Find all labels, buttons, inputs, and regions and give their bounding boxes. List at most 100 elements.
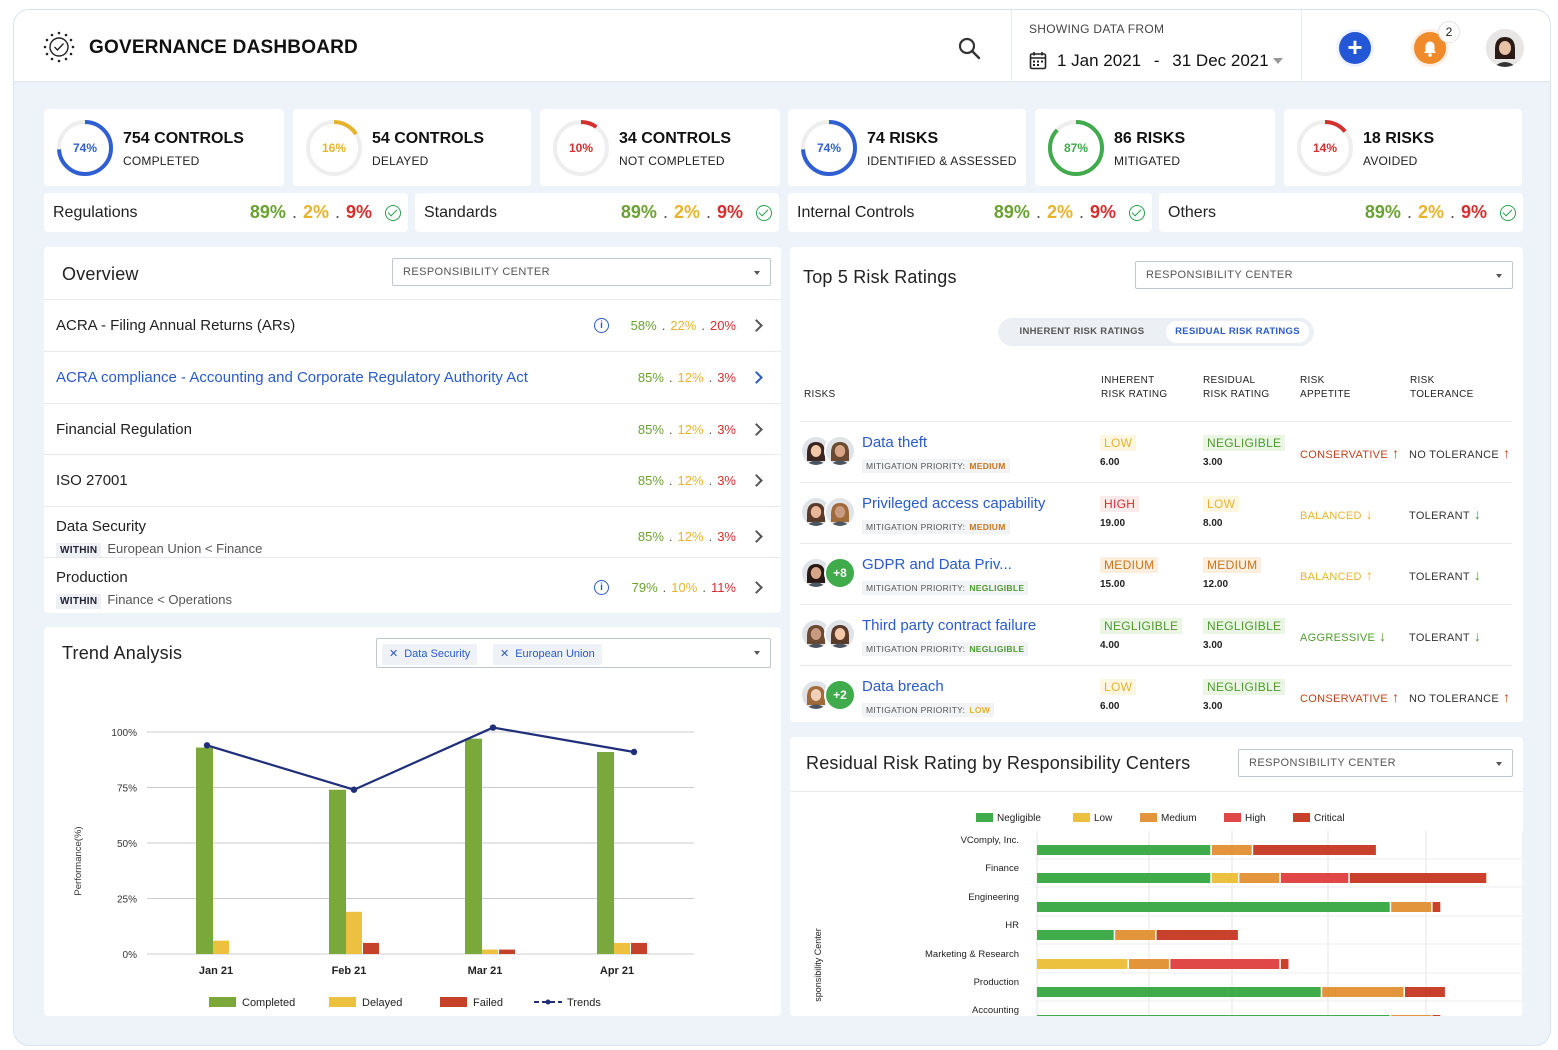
risk-name-link[interactable]: Third party contract failure (862, 617, 1037, 634)
remove-tag-icon[interactable]: ✕ (500, 648, 510, 660)
stat-card[interactable]: 10% 34 CONTROLS NOT COMPLETED (540, 109, 780, 186)
notifications-button[interactable] (1411, 29, 1449, 67)
overview-row[interactable]: ISO 27001 85%. 12%. 3% (44, 454, 781, 506)
summary-label: Others (1168, 204, 1217, 221)
avatar[interactable] (824, 496, 856, 528)
stat-card[interactable]: 14% 18 RISKS AVOIDED (1284, 109, 1522, 186)
residual-responsibility-select[interactable]: RESPONSIBILITY CENTER (1238, 749, 1513, 777)
legend-critical[interactable]: Critical (1293, 813, 1345, 824)
value-failed: 11% (710, 580, 736, 595)
user-avatar[interactable] (1486, 29, 1524, 67)
overview-row-name[interactable]: ACRA compliance - Accounting and Corpora… (56, 369, 528, 386)
summary-card[interactable]: Others 89%. 2%. 9% (1159, 193, 1523, 232)
select-value: RESPONSIBILITY CENTER (1249, 757, 1396, 769)
more-owners-badge[interactable]: +8 (824, 557, 856, 589)
y-tick-label: 75% (117, 784, 137, 795)
value-delayed: 12% (677, 529, 704, 544)
info-icon[interactable]: i (594, 318, 609, 333)
legend-failed[interactable]: Failed (440, 997, 503, 1009)
bar-negligible (1037, 873, 1211, 883)
summary-card[interactable]: Standards 89%. 2%. 9% (415, 193, 779, 232)
mitigation-value: MEDIUM (969, 522, 1006, 532)
risk-name-link[interactable]: Data theft (862, 434, 928, 451)
risk-appetite: CONSERVATIVE ↑ (1300, 445, 1399, 461)
value-delayed: 12% (677, 370, 704, 385)
add-button[interactable]: + (1336, 29, 1374, 67)
stat-subtitle: IDENTIFIED & ASSESSED (867, 154, 1017, 168)
filter-tag-european-union[interactable]: ✕ European Union (493, 644, 602, 665)
inherent-rating-score: 15.00 (1100, 579, 1126, 590)
chevron-down-icon (1273, 58, 1283, 64)
overview-responsibility-select[interactable]: RESPONSIBILITY CENTER (392, 258, 771, 286)
mitigation-value: NEGLIGIBLE (969, 644, 1025, 654)
legend-medium[interactable]: Medium (1140, 813, 1197, 824)
overview-title: Overview (62, 264, 139, 284)
bar-high (1280, 873, 1349, 883)
check-circle-icon (385, 205, 401, 221)
bar-failed (363, 942, 379, 954)
legend-label: Low (1094, 813, 1113, 824)
y-tick-label: 100% (111, 728, 137, 739)
notification-count-badge: 2 (1438, 21, 1460, 43)
risk-name-link[interactable]: Data breach (862, 678, 944, 695)
avatar[interactable] (824, 618, 856, 650)
chevron-right-icon[interactable] (750, 581, 763, 594)
risk-name-link[interactable]: Privileged access capability (862, 495, 1046, 512)
overview-row[interactable]: Data Security WITHIN European Union < Fina… (44, 506, 781, 558)
chevron-right-icon[interactable] (750, 474, 763, 487)
remove-tag-icon[interactable]: ✕ (389, 648, 399, 660)
overview-row[interactable]: Financial Regulation 85%. 12%. 3% (44, 403, 781, 454)
separator: . (334, 202, 340, 222)
x-tick-label: Apr 21 (600, 965, 634, 977)
search-icon[interactable] (956, 35, 982, 61)
stat-card[interactable]: 74% 74 RISKS IDENTIFIED & ASSESSED (788, 109, 1026, 186)
value-failed: 9% (1089, 202, 1116, 222)
stat-card[interactable]: 87% 86 RISKS MITIGATED (1035, 109, 1275, 186)
y-tick-label: 25% (117, 895, 137, 906)
bar-completed (465, 738, 482, 954)
tab-inherent-risk-ratings[interactable]: INHERENT RISK RATINGS (1019, 326, 1145, 337)
calendar-icon (1029, 52, 1047, 70)
value-completed: 85% (637, 473, 664, 488)
legend-label: Medium (1161, 813, 1197, 824)
value-failed: 9% (716, 202, 743, 222)
summary-card[interactable]: Regulations 89%. 2%. 9% (44, 193, 408, 232)
legend-completed[interactable]: Completed (209, 997, 295, 1009)
legend-negligible[interactable]: Negligible (976, 813, 1041, 824)
date-range-picker[interactable]: 1 Jan 2021 - 31 Dec 2021 (1027, 48, 1289, 74)
mitigation-value: LOW (969, 705, 991, 715)
chevron-right-icon[interactable] (750, 319, 763, 332)
overview-row-name: Financial Regulation (56, 421, 192, 438)
legend-low[interactable]: Low (1073, 813, 1113, 824)
avatar[interactable] (824, 435, 856, 467)
risk-responsibility-select[interactable]: RESPONSIBILITY CENTER (1135, 261, 1513, 289)
legend-trends[interactable]: Trends (534, 997, 601, 1009)
legend-delayed[interactable]: Delayed (329, 997, 402, 1009)
trend-line (206, 726, 635, 791)
chevron-right-icon[interactable] (750, 530, 763, 543)
info-icon[interactable]: i (594, 580, 609, 595)
legend-high[interactable]: High (1224, 813, 1266, 824)
trend-point (489, 724, 497, 731)
trend-filter-select[interactable]: ✕ Data Security ✕ European Union (376, 638, 771, 668)
risk-name-link[interactable]: GDPR and Data Priv... (862, 556, 1012, 573)
stat-card[interactable]: 16% 54 CONTROLS DELAYED (293, 109, 531, 186)
summary-card[interactable]: Internal Controls 89%. 2%. 9% (788, 193, 1152, 232)
mitigation-priority: MITIGATION PRIORITY: NEGLIGIBLE (862, 642, 1029, 656)
value-completed: 89% (249, 202, 286, 222)
value-failed: 20% (709, 318, 736, 333)
overview-row[interactable]: Production WITHIN Finance < Operations 79%.… (44, 557, 781, 613)
overview-row[interactable]: ACRA - Filing Annual Returns (ARs) 58%. 22… (44, 299, 781, 351)
y-category-label: Engineering (968, 892, 1019, 903)
tab-residual-risk-ratings[interactable]: RESIDUAL RISK RATINGS (1166, 321, 1309, 343)
overview-row-within: WITHIN Finance < Operations (56, 592, 232, 609)
inherent-rating-badge: LOW (1100, 435, 1137, 451)
mitigation-priority: MITIGATION PRIORITY: NEGLIGIBLE (862, 581, 1029, 595)
filter-tag-data-security[interactable]: ✕ Data Security (382, 644, 478, 665)
chevron-right-icon[interactable] (750, 371, 763, 384)
summary-values: 89%. 2%. 9% (994, 202, 1116, 223)
chevron-right-icon[interactable] (750, 423, 763, 436)
stat-card[interactable]: 74% 754 CONTROLS COMPLETED (44, 109, 284, 186)
more-owners-badge[interactable]: +2 (824, 679, 856, 711)
overview-row[interactable]: ACRA compliance - Accounting and Corpora… (44, 351, 781, 403)
